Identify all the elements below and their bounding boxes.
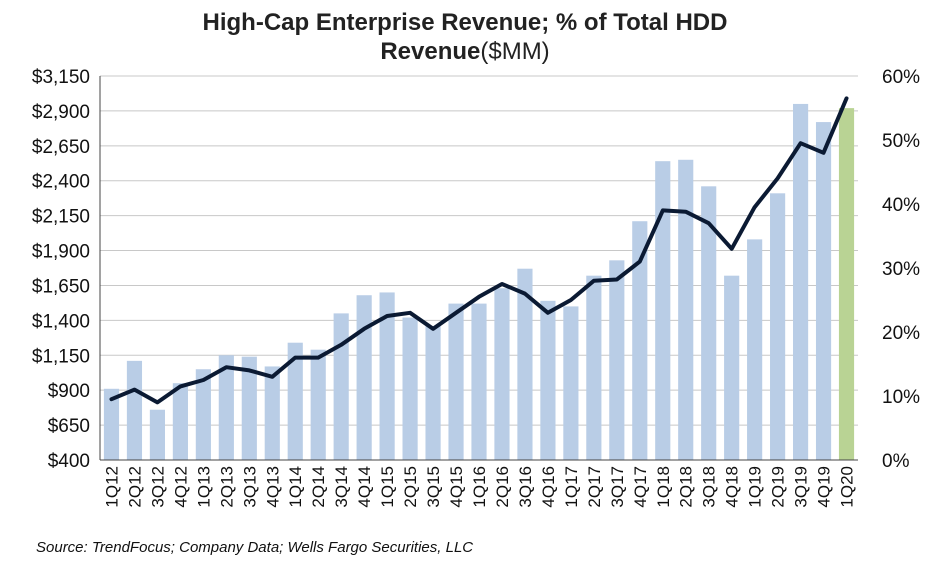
bar (494, 288, 510, 460)
bar (218, 355, 234, 460)
bar (563, 306, 579, 460)
bar (448, 303, 464, 460)
x-tick-label: 2Q15 (401, 466, 420, 508)
left-tick-label: $400 (48, 451, 90, 472)
x-tick-label: 4Q16 (539, 466, 558, 508)
bar (724, 275, 740, 460)
bar-series (103, 103, 855, 461)
bar (126, 360, 143, 460)
x-tick-label: 4Q19 (815, 466, 834, 508)
x-tick-label: 4Q14 (355, 466, 374, 508)
right-tick-label: 30% (882, 259, 920, 280)
x-tick-label: 4Q15 (447, 466, 466, 508)
x-tick-label: 3Q18 (700, 466, 719, 508)
left-tick-label: $1,150 (32, 346, 90, 367)
x-tick-label: 4Q12 (171, 466, 190, 508)
x-tick-label: 1Q17 (562, 466, 581, 508)
line-series (109, 96, 849, 405)
bar (632, 221, 648, 460)
x-tick-label: 1Q16 (470, 466, 489, 508)
x-tick-label: 1Q20 (838, 466, 857, 508)
x-tick-label: 2Q13 (217, 466, 236, 508)
left-tick-label: $650 (48, 416, 90, 437)
bar (655, 161, 671, 461)
x-tick-label: 3Q16 (516, 466, 535, 508)
bar (425, 325, 441, 460)
bar (149, 409, 166, 460)
bar (517, 268, 533, 460)
left-tick-label: $900 (48, 381, 90, 402)
x-tick-label: 4Q18 (723, 466, 742, 508)
x-tick-label: 2Q16 (493, 466, 512, 508)
left-axis-tick-labels: $400 $650 $900 $1,150 $1,400 $1,650 $1,900 $2,1… (32, 67, 90, 472)
bar (678, 159, 694, 461)
bar (287, 342, 303, 460)
bar (838, 108, 855, 460)
bar (310, 349, 326, 460)
bar (471, 303, 487, 460)
bar (747, 239, 763, 460)
x-tick-label: 2Q14 (309, 466, 328, 508)
chart-title-line-2: Revenue($MM) (0, 37, 930, 66)
source-note: Source: TrendFocus; Company Data; Wells … (36, 539, 474, 556)
x-tick-label: 4Q13 (263, 466, 282, 508)
chart-title: High-Cap Enterprise Revenue; % of Total … (0, 8, 930, 66)
right-tick-label: 60% (882, 67, 920, 88)
x-tick-label: 1Q14 (286, 466, 305, 508)
x-tick-label: 3Q15 (424, 466, 443, 508)
chart-title-unit-part: ($MM) (480, 38, 550, 65)
x-tick-label: 2Q17 (585, 466, 604, 508)
left-tick-label: $1,400 (32, 311, 90, 332)
bar (540, 300, 556, 460)
x-tick-label: 1Q12 (102, 466, 121, 508)
x-tick-label: 1Q15 (378, 466, 397, 508)
left-tick-label: $2,150 (32, 207, 90, 228)
left-tick-label: $2,650 (32, 137, 90, 158)
chart-title-line-1: High-Cap Enterprise Revenue; % of Total … (202, 9, 728, 36)
right-tick-label: 50% (882, 131, 920, 152)
bar (815, 122, 832, 460)
bar (356, 295, 372, 460)
left-tick-label: $1,900 (32, 242, 90, 263)
chart-title-bold-part: Revenue (380, 38, 481, 65)
x-axis-tick-labels: 1Q12 2Q12 3Q12 4Q12 1Q13 2Q13 3Q13 4Q13 1Q14 2Q14… (102, 466, 856, 508)
bar (770, 193, 786, 460)
right-tick-label: 40% (882, 195, 920, 216)
bar (701, 186, 717, 460)
bar (609, 260, 625, 460)
x-tick-label: 1Q19 (746, 466, 765, 508)
bar (379, 292, 395, 460)
bar (264, 366, 280, 460)
x-tick-label: 3Q12 (148, 466, 167, 508)
x-tick-label: 3Q17 (608, 466, 627, 508)
right-tick-label: 10% (882, 387, 920, 408)
bar (195, 369, 211, 460)
x-tick-label: 3Q14 (332, 466, 351, 508)
bar (402, 317, 418, 460)
x-tick-label: 2Q18 (677, 466, 696, 508)
x-tick-label: 3Q13 (240, 466, 259, 508)
bar (792, 103, 809, 460)
left-tick-label: $3,150 (32, 67, 90, 88)
right-tick-label: 0% (882, 451, 910, 472)
right-tick-label: 20% (882, 323, 920, 344)
x-tick-label: 2Q19 (769, 466, 788, 508)
bar (241, 356, 257, 460)
bar (333, 313, 349, 460)
x-tick-label: 1Q18 (654, 466, 673, 508)
axes (99, 76, 858, 461)
left-tick-label: $1,650 (32, 276, 90, 297)
share-line (109, 96, 849, 405)
bar (103, 388, 120, 460)
x-tick-label: 4Q17 (631, 466, 650, 508)
left-tick-label: $2,900 (32, 102, 90, 123)
right-axis-tick-labels: 0% 10% 20% 30% 40% 50% 60% (882, 67, 920, 472)
left-tick-label: $2,400 (32, 172, 90, 193)
x-tick-label: 2Q12 (125, 466, 144, 508)
x-tick-label: 1Q13 (194, 466, 213, 508)
bar (172, 383, 188, 460)
bar (586, 275, 602, 460)
x-tick-label: 3Q19 (792, 466, 811, 508)
